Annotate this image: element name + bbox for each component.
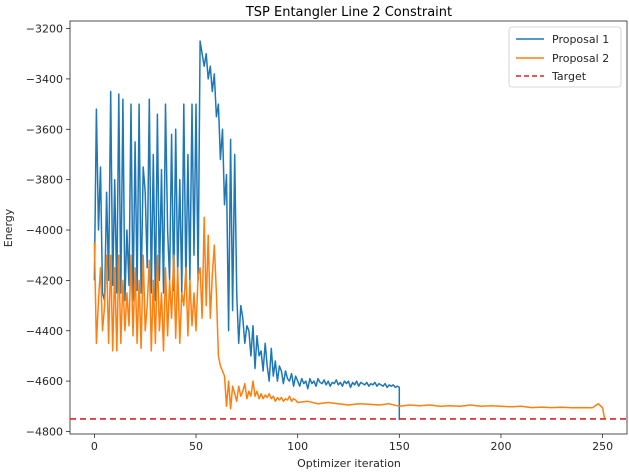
- y-axis-ticks: −4800 −4600 −4400 −4200 −4000 −3800 −3600 −3400…: [26, 23, 70, 438]
- legend-label-target: Target: [551, 70, 587, 83]
- x-tick-label: 0: [91, 440, 98, 453]
- x-axis-ticks: 0 50 100 150 200 250: [91, 434, 613, 453]
- legend: Proposal 1 Proposal 2 Target: [508, 26, 622, 88]
- chart-title: TSP Entangler Line 2 Constraint: [245, 5, 452, 20]
- y-tick-label: −4000: [26, 224, 63, 237]
- series-line-proposal-1: [93, 40, 401, 421]
- x-tick-label: 50: [189, 440, 203, 453]
- y-tick-label: −3400: [26, 73, 63, 86]
- x-axis-label: Optimizer iteration: [297, 457, 401, 470]
- y-tick-label: −4400: [26, 325, 63, 338]
- y-tick-label: −4200: [26, 274, 63, 287]
- legend-box: [508, 26, 622, 88]
- y-tick-label: −3200: [26, 23, 63, 36]
- y-tick-label: −3600: [26, 123, 63, 136]
- y-tick-label: −4600: [26, 375, 63, 388]
- x-tick-label: 150: [389, 440, 410, 453]
- legend-label-proposal-1: Proposal 1: [552, 33, 609, 46]
- legend-label-proposal-2: Proposal 2: [552, 52, 609, 65]
- x-tick-label: 250: [592, 440, 613, 453]
- y-tick-label: −3800: [26, 174, 63, 187]
- plot-area: 0 50 100 150 200 250 −4800 −4600 −4400 −4200 −400…: [26, 20, 628, 453]
- x-tick-label: 100: [287, 440, 308, 453]
- x-tick-label: 200: [490, 440, 511, 453]
- series-line-proposal-2: [93, 216, 606, 420]
- y-tick-label: −4800: [26, 425, 63, 438]
- y-axis-label: Energy: [2, 208, 15, 247]
- series-layer: [70, 40, 627, 421]
